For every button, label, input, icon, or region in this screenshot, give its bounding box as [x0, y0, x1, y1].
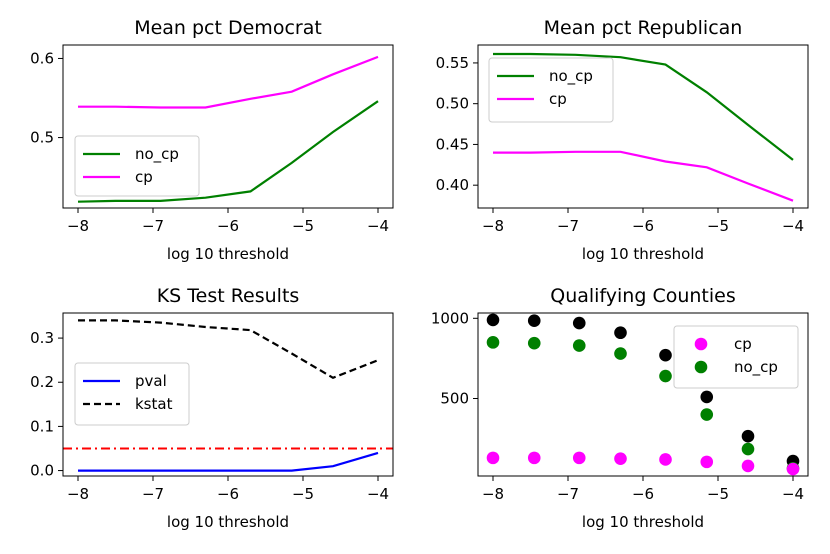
legend-swatch-no-cp — [694, 360, 708, 374]
x-tick-label: −7 — [557, 485, 579, 503]
x-tick-label: −6 — [632, 485, 654, 503]
data-point-total — [700, 390, 714, 404]
x-tick-label: −7 — [142, 217, 164, 235]
x-tick-label: −7 — [557, 217, 579, 235]
data-point-cp — [572, 451, 586, 465]
data-point-total — [486, 313, 500, 327]
chart-panel-4: Qualifying Counties log 10 threshold −8 −7 −… — [431, 285, 809, 531]
data-point-cp — [527, 451, 541, 465]
chart-panel-3: KS Test Results log 10 threshold −8 −7 −6 −5 −… — [30, 285, 394, 531]
data-point-no-cp — [614, 347, 627, 360]
legend-label-cp: cp — [135, 168, 153, 186]
legend: pval kstat — [74, 362, 190, 426]
x-axis-label: log 10 threshold — [167, 513, 289, 531]
legend-label-cp: cp — [734, 335, 752, 353]
chart-panel-1: Mean pct Democrat log 10 threshold −8 −7 −6 −… — [30, 17, 394, 263]
data-point-total — [614, 326, 627, 340]
axes-frame — [477, 44, 809, 209]
x-tick-label: −5 — [707, 485, 729, 503]
data-point-cp — [741, 459, 755, 473]
x-tick-label: −5 — [292, 217, 314, 235]
legend-box — [74, 135, 200, 197]
series-line-pval — [78, 451, 379, 472]
data-point-no-cp — [572, 339, 586, 352]
chart-title: KS Test Results — [157, 285, 300, 307]
legend-label-cp: cp — [549, 90, 567, 108]
legend-label-kstat: kstat — [135, 395, 173, 413]
y-tick-label: 0.50 — [436, 95, 469, 113]
data-point-no-cp — [659, 369, 672, 383]
x-tick-label: −7 — [142, 485, 164, 503]
x-tick-label: −4 — [782, 217, 804, 235]
y-tick-label: 0.1 — [30, 417, 54, 435]
y-tick-label: 1000 — [431, 309, 469, 327]
data-point-no-cp — [527, 336, 541, 350]
y-tick-label: 500 — [440, 390, 469, 408]
data-point-total — [741, 429, 755, 443]
y-tick-label: 0.40 — [436, 176, 469, 194]
chart-title: Qualifying Counties — [550, 285, 736, 307]
x-tick-label: −6 — [217, 217, 239, 235]
data-point-cp — [659, 453, 672, 466]
chart-panel-2: Mean pct Republican log 10 threshold −8 −7 −… — [436, 17, 809, 263]
data-point-no-cp — [741, 442, 755, 456]
x-tick-label: −4 — [782, 485, 804, 503]
legend-label-no-cp: no_cp — [549, 67, 593, 86]
legend-box — [74, 362, 190, 426]
x-tick-label: −6 — [632, 217, 654, 235]
data-point-cp — [700, 455, 714, 469]
legend: cp no_cp — [673, 325, 799, 389]
x-tick-label: −5 — [292, 485, 314, 503]
axes-frame — [477, 312, 809, 477]
x-tick-label: −6 — [217, 485, 239, 503]
plot-area — [63, 319, 393, 472]
y-tick-label: 0.45 — [436, 135, 469, 153]
x-tick-label: −8 — [482, 217, 504, 235]
data-point-total — [572, 316, 586, 330]
series-line-no-cp — [77, 100, 379, 203]
y-tick-label: 0.6 — [30, 49, 54, 67]
legend-label-pval: pval — [135, 372, 167, 390]
data-point-total — [659, 348, 672, 362]
chart-title: Mean pct Democrat — [134, 17, 322, 39]
legend-swatch-cp — [694, 337, 708, 351]
data-point-no-cp — [700, 408, 714, 421]
y-tick-label: 0.55 — [436, 54, 469, 72]
plot-area — [77, 55, 379, 203]
x-tick-label: −8 — [67, 485, 89, 503]
data-point-cp — [786, 462, 800, 476]
series-line-cp — [493, 150, 794, 202]
data-point-cp — [486, 451, 500, 465]
axes-frame — [62, 312, 394, 477]
axes-frame — [62, 44, 394, 209]
x-tick-label: −5 — [707, 217, 729, 235]
x-tick-label: −8 — [67, 217, 89, 235]
y-tick-label: 0.5 — [30, 129, 54, 147]
plot-area — [493, 52, 794, 202]
x-tick-label: −4 — [367, 217, 389, 235]
plot-area — [486, 313, 800, 476]
legend-box — [488, 57, 614, 123]
x-tick-label: −8 — [482, 485, 504, 503]
series-line-cp — [78, 55, 379, 109]
x-axis-label: log 10 threshold — [582, 245, 704, 263]
series-line-kstat — [78, 319, 379, 380]
y-tick-label: 0.0 — [30, 462, 54, 480]
data-point-total — [527, 314, 541, 328]
data-point-no-cp — [486, 336, 500, 349]
x-axis-label: log 10 threshold — [167, 245, 289, 263]
y-tick-label: 0.2 — [30, 373, 54, 391]
legend-label-no-cp: no_cp — [734, 358, 778, 377]
chart-title: Mean pct Republican — [544, 17, 743, 39]
legend-label-no-cp: no_cp — [135, 145, 179, 164]
x-axis-label: log 10 threshold — [582, 513, 704, 531]
series-line-no-cp — [493, 52, 794, 161]
x-tick-label: −4 — [367, 485, 389, 503]
data-point-cp — [614, 452, 627, 465]
y-tick-label: 0.3 — [30, 329, 54, 347]
